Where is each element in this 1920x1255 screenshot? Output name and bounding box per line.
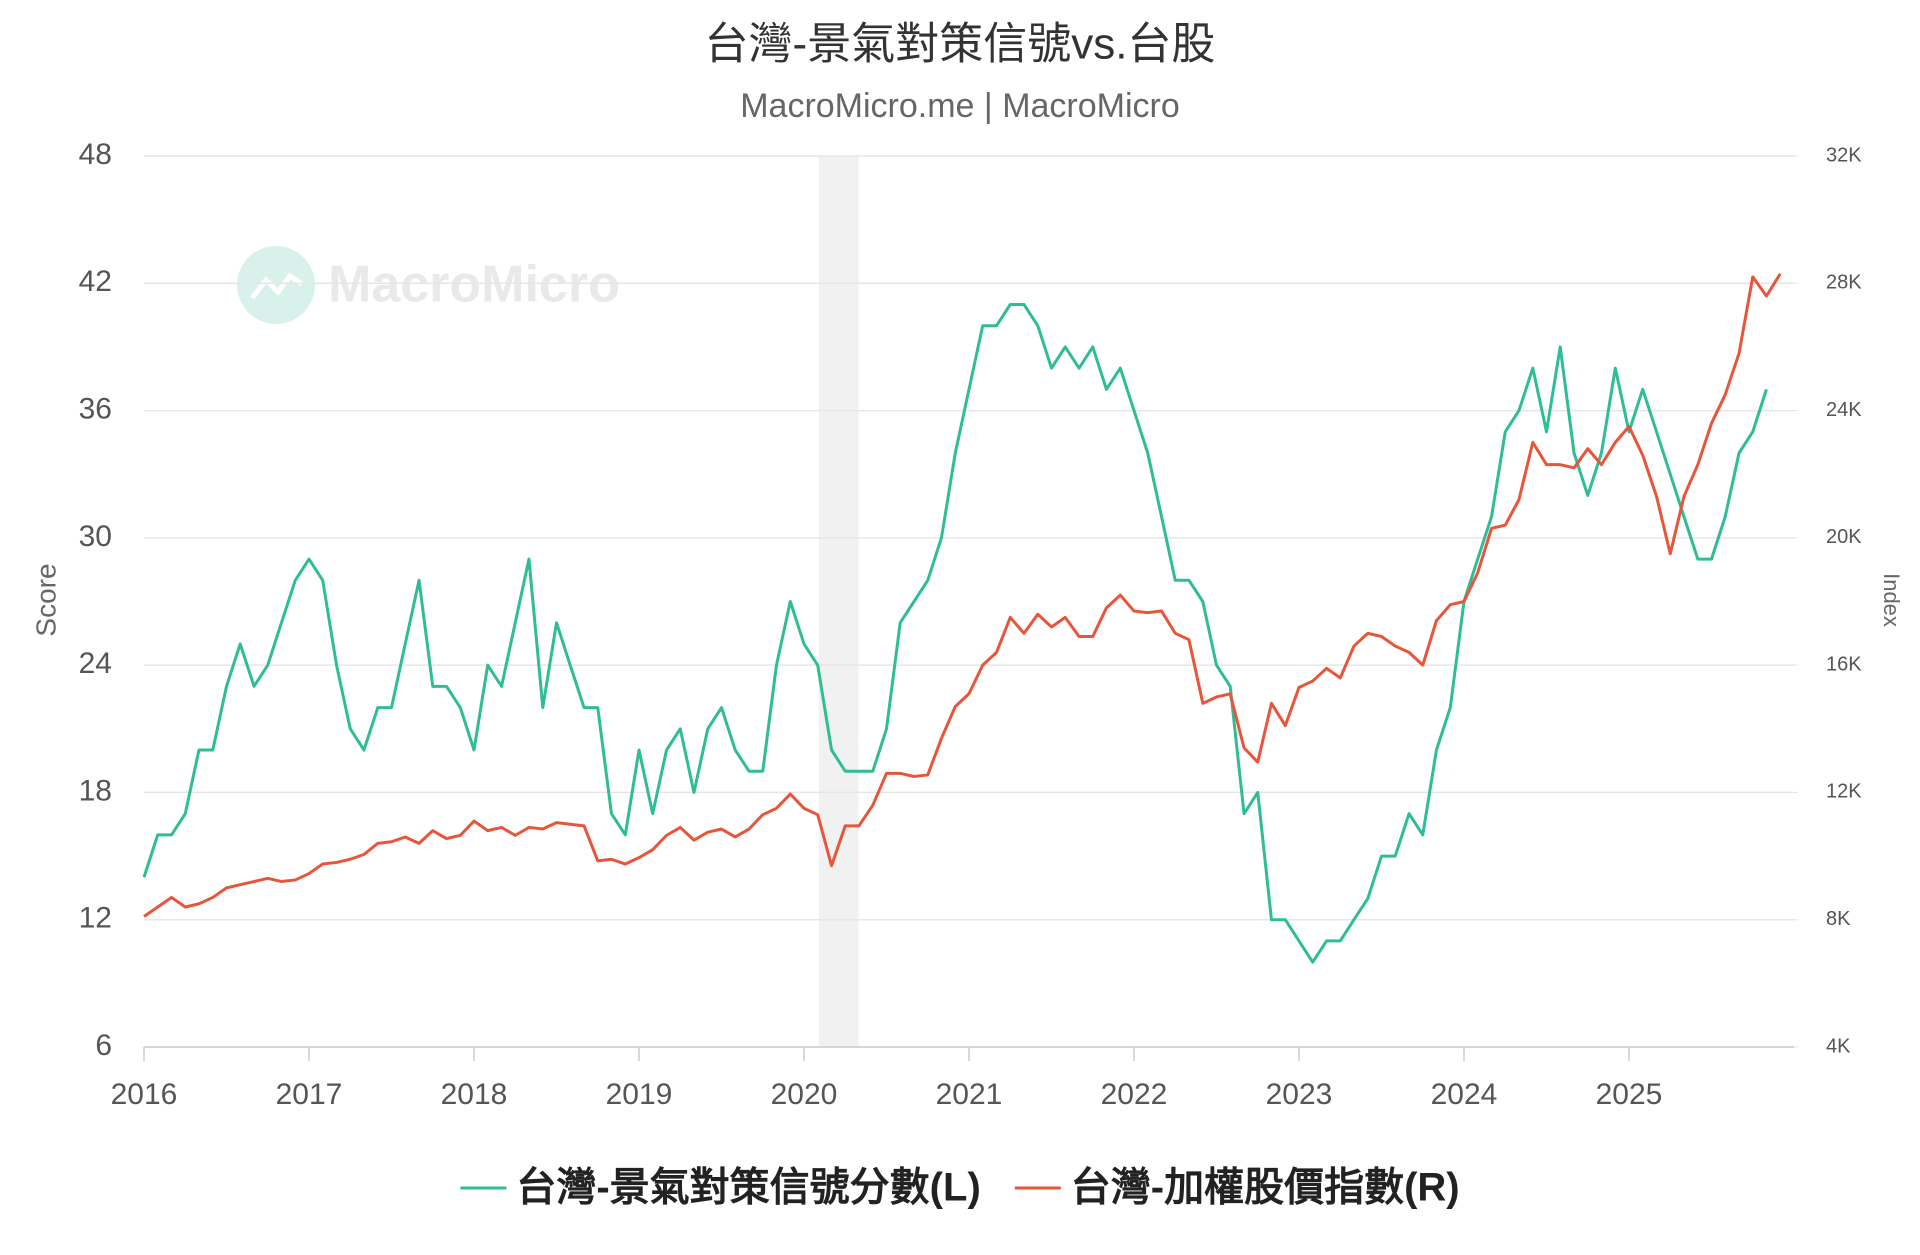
legend-label: 台灣-景氣對策信號分數(L) [516,1166,980,1210]
chart-title: 台灣-景氣對策信號vs.台股 [705,20,1216,69]
legend-item: 台灣-加權股價指數(R) [1014,1166,1460,1210]
y-tick-label: 42 [79,265,112,298]
x-tick-label: 2017 [276,1078,343,1111]
watermark-text: MacroMicro [328,256,620,314]
y-tick-label: 6 [95,1029,112,1062]
watermark-icon [250,272,304,300]
y2-tick-label: 4K [1826,1035,1851,1057]
x-tick-label: 2018 [441,1078,508,1111]
y-tick-label: 48 [79,138,112,171]
y2-tick-label: 32K [1826,144,1862,166]
x-tick-label: 2020 [771,1078,838,1111]
x-tick-label: 2016 [111,1078,178,1111]
x-tick-label: 2019 [606,1078,673,1111]
x-tick-label: 2022 [1101,1078,1168,1111]
series-line [142,303,1768,964]
legend-item: 台灣-景氣對策信號分數(L) [460,1166,981,1210]
chart-subtitle: MacroMicro.me | MacroMicro [740,87,1180,125]
watermark-logo [237,246,315,324]
y-tick-label: 18 [79,774,112,807]
watermark: MacroMicro [237,246,620,324]
y2-axis-title: Index [1879,573,1904,627]
y-tick-label: 30 [79,520,112,553]
y2-tick-label: 20K [1826,526,1862,548]
y2-tick-label: 12K [1826,781,1862,803]
y-tick-label: 24 [79,647,112,680]
y2-tick-label: 16K [1826,653,1862,675]
legend-label: 台灣-加權股價指數(R) [1071,1166,1460,1210]
y2-tick-label: 24K [1826,399,1862,421]
y-axis-title: Score [30,563,61,636]
y-tick-label: 36 [79,392,112,425]
x-tick-label: 2021 [936,1078,1003,1111]
y-tick-label: 12 [79,902,112,935]
x-tick-label: 2023 [1266,1078,1333,1111]
shaded-range [818,156,859,1047]
x-tick-label: 2024 [1431,1078,1498,1111]
y2-tick-label: 28K [1826,272,1862,294]
x-tick-label: 2025 [1596,1078,1663,1111]
y2-tick-label: 8K [1826,908,1851,930]
legend: 台灣-景氣對策信號分數(L) 台灣-加權股價指數(R) [460,1166,1460,1210]
series-line [143,272,1782,918]
